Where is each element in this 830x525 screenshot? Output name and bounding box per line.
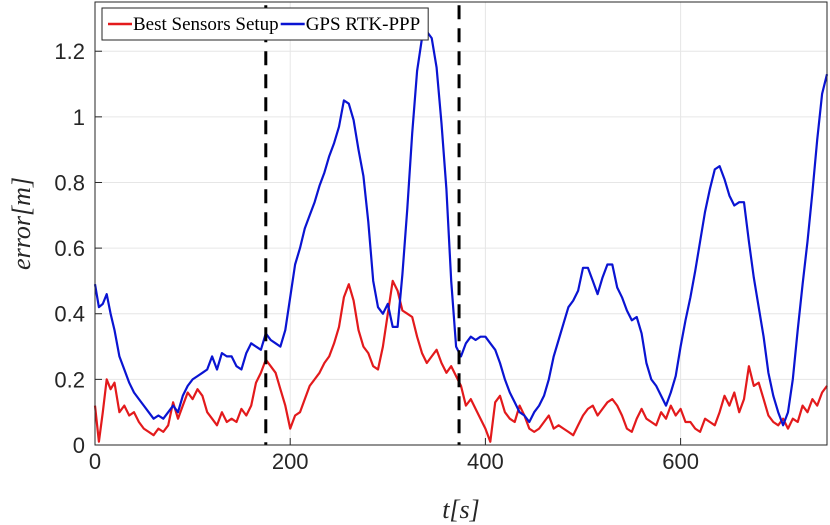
- y-tick-label: 1.2: [54, 39, 85, 64]
- x-tick-label: 0: [89, 449, 101, 474]
- y-tick-label: 0.8: [54, 170, 85, 195]
- y-tick-label: 1: [73, 105, 85, 130]
- legend-label-best-sensors: Best Sensors Setup: [133, 14, 279, 35]
- legend-box: [101, 7, 429, 41]
- legend-label-gps-rtk-ppp: GPS RTK-PPP: [306, 14, 421, 35]
- plot-frame: [94, 1, 828, 446]
- x-axis-label: t[s]: [442, 495, 480, 524]
- ticks: 0 200 400 600 0 0.2 0.4 0.6 0.8 1 1.2: [54, 39, 699, 474]
- x-tick-label: 400: [467, 449, 504, 474]
- legend: Best Sensors Setup GPS RTK-PPP: [101, 7, 429, 41]
- plot-background: [95, 2, 827, 445]
- y-tick-label: 0.2: [54, 367, 85, 392]
- vertical-markers: [264, 5, 461, 445]
- y-tick-label: 0: [73, 433, 85, 458]
- y-axis-label: error[m]: [7, 177, 36, 270]
- x-tick-label: 200: [272, 449, 309, 474]
- y-tick-label: 0.4: [54, 302, 85, 327]
- y-tick-label: 0.6: [54, 236, 85, 261]
- x-tick-label: 600: [662, 449, 699, 474]
